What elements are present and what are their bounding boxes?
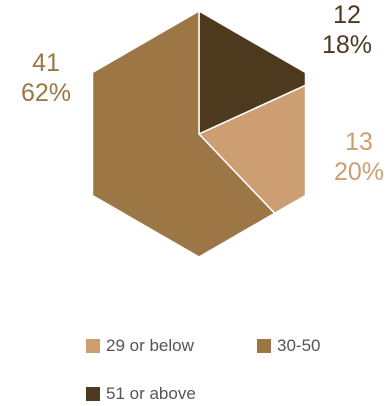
- legend-label-51-or-above: 51 or above: [106, 384, 196, 403]
- value-label-51-or-above: 12: [333, 1, 361, 29]
- legend-swatch-51-or-above: [86, 387, 100, 401]
- legend-label-29-or-below: 29 or below: [106, 336, 194, 355]
- percent-label-29-or-below: 20%: [334, 158, 384, 186]
- value-label-29-or-below: 13: [345, 128, 373, 156]
- legend-item-29-or-below: 29 or below: [86, 336, 194, 356]
- legend-label-30-50: 30-50: [277, 336, 321, 355]
- legend-swatch-30-50: [257, 339, 271, 353]
- legend-swatch-29-or-below: [86, 339, 100, 353]
- percent-label-30-50: 62%: [21, 79, 71, 107]
- pie-slices: [91, 10, 307, 258]
- slice-30-50: [91, 10, 276, 258]
- legend-item-51-or-above: 51 or above: [86, 384, 196, 404]
- value-label-30-50: 41: [32, 49, 60, 77]
- legend-item-30-50: 30-50: [257, 336, 320, 356]
- percent-label-51-or-above: 18%: [322, 31, 372, 59]
